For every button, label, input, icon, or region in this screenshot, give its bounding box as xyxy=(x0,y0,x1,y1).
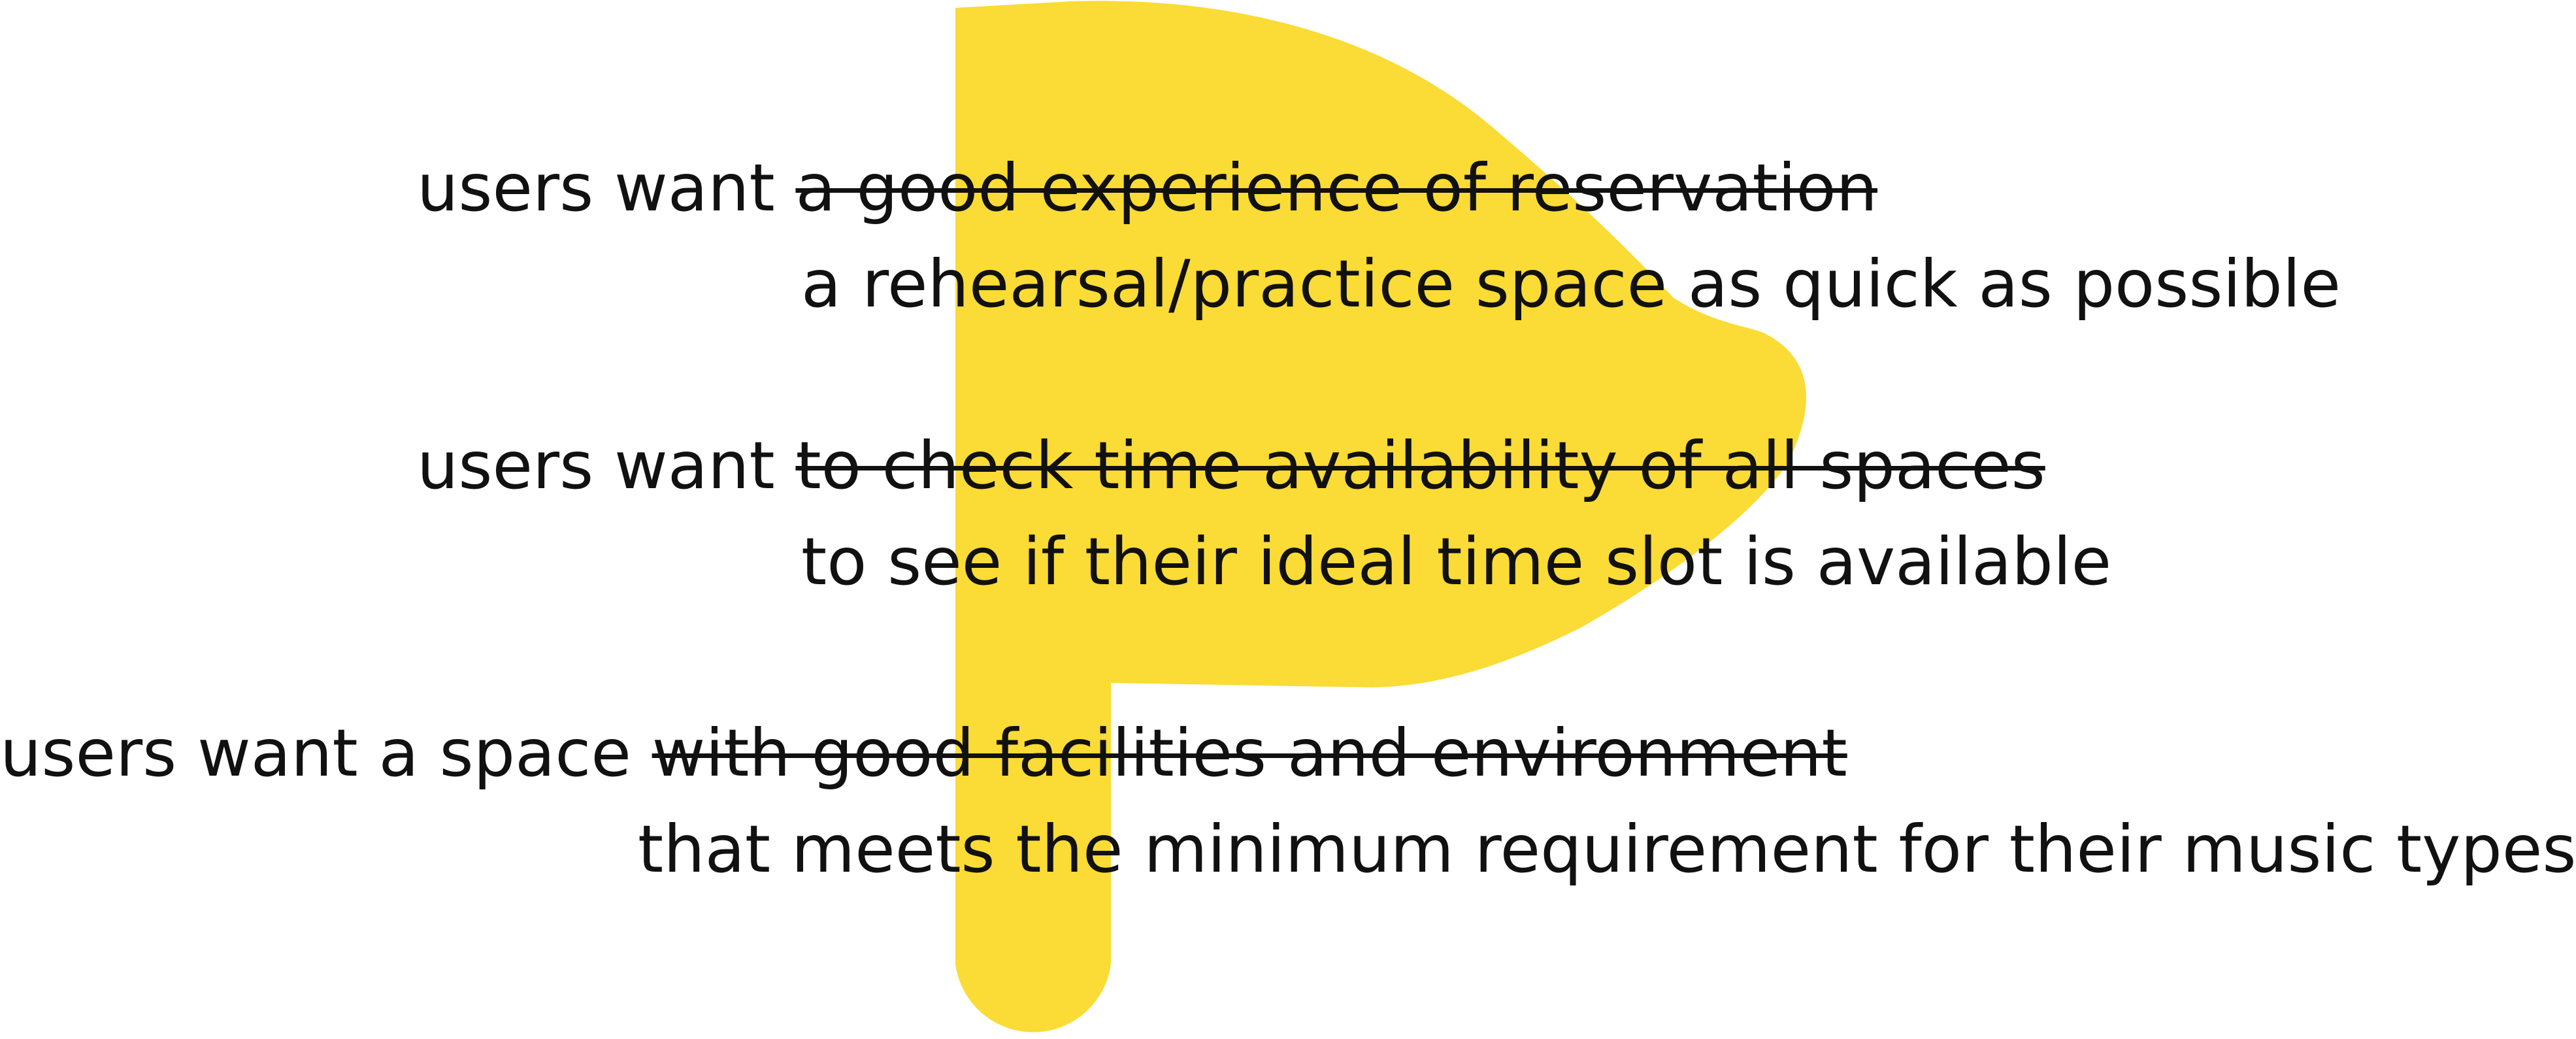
statement-3-struck-text: with good facilities and environment xyxy=(652,715,1847,791)
statement-3-replacement: that meets the minimum requirement for t… xyxy=(638,811,2576,887)
statement-2-line: users want to check time availability of… xyxy=(417,433,2045,499)
statement-3-line: users want a space with good facilities … xyxy=(0,721,1847,786)
statement-2-prefix: users want xyxy=(417,427,796,504)
statement-2-struck-text: to check time availability of all spaces xyxy=(795,427,2045,504)
statement-3-prefix: users want a space xyxy=(0,715,652,791)
statement-1-replacement: a rehearsal/practice space as quick as p… xyxy=(801,246,2341,322)
statement-2-replacement: to see if their ideal time slot is avail… xyxy=(801,523,2112,600)
statement-1-prefix: users want xyxy=(417,150,796,226)
statement-1-struck-text: a good experience of reservation xyxy=(795,150,1878,226)
statement-1-line: users want a good experience of reservat… xyxy=(417,156,1877,221)
yellow-blob xyxy=(955,1,1806,1032)
